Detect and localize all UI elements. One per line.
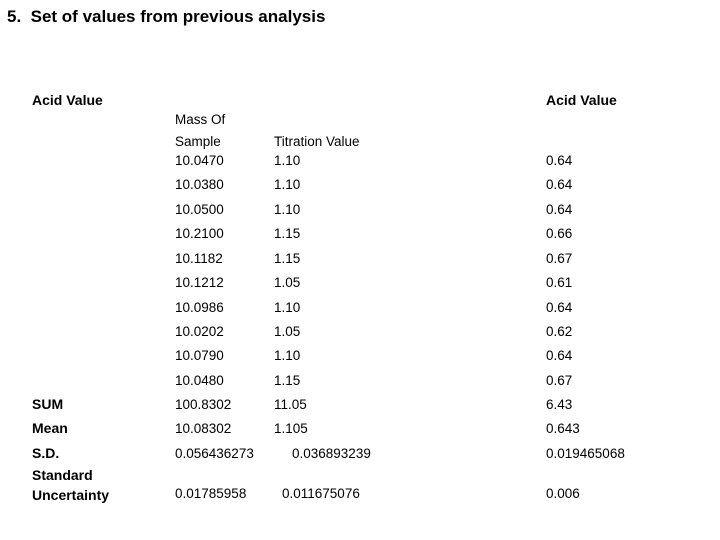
sd-label: S.D. [32,445,60,461]
mean-label: Mean [32,420,68,436]
titration-value-header: Titration Value [274,134,360,149]
mean-acid-value: 0.643 [546,421,580,436]
titration-value: 1.15 [274,251,301,266]
titration-value: 1.10 [274,300,301,315]
mass-value: 10.0202 [175,324,224,339]
titration-value: 1.10 [274,153,301,168]
sd-titration-value: 0.036893239 [292,446,371,461]
acid-value: 0.62 [546,324,573,339]
acid-value: 0.64 [546,177,573,192]
acid-value: 0.67 [546,373,573,388]
right-acid-value-header: Acid Value [546,92,617,108]
page-title: 5. Set of values from previous analysis [7,7,326,26]
mass-value: 10.0380 [175,177,224,192]
mass-value: 10.1182 [175,251,223,266]
mean-titration-value: 1.105 [274,421,308,436]
titration-value: 1.15 [274,226,301,241]
titration-value: 1.05 [274,324,301,339]
mass-value: 10.1212 [175,275,224,290]
titration-value: 1.10 [274,202,301,217]
mass-value: 10.0500 [175,202,224,217]
left-acid-value-header: Acid Value [32,92,103,108]
mass-value: 10.0480 [175,373,224,388]
mean-mass-value: 10.08302 [175,421,232,436]
titration-value: 1.10 [274,348,301,363]
acid-value: 0.64 [546,348,573,363]
mass-of-sample-header-line1: Mass Of [175,112,226,127]
sd-mass-value: 0.056436273 [175,446,254,461]
titration-value: 1.10 [274,177,301,192]
titration-value: 1.15 [274,373,301,388]
acid-value: 0.64 [546,300,573,315]
acid-value: 0.64 [546,202,573,217]
standard-uncertainty-acid-value: 0.006 [546,486,580,501]
sum-titration-value: 11.05 [274,397,307,412]
acid-value: 0.67 [546,251,573,266]
acid-value: 0.61 [546,275,573,290]
acid-value: 0.66 [546,226,573,241]
mass-value: 10.0986 [175,300,224,315]
sum-mass-value: 100.8302 [175,397,232,412]
mass-of-sample-header-line2: Sample [175,134,221,149]
titration-value: 1.05 [274,275,301,290]
acid-value: 0.64 [546,153,573,168]
sd-acid-value: 0.019465068 [546,446,625,461]
sum-acid-value: 6.43 [546,397,573,412]
mass-value: 10.0470 [175,153,224,168]
mass-value: 10.2100 [175,226,224,241]
mass-value: 10.0790 [175,348,224,363]
sum-label: SUM [32,396,64,412]
standard-uncertainty-mass-value: 0.01785958 [175,486,247,501]
standard-uncertainty-label: Standard Uncertainty [32,467,110,503]
standard-uncertainty-titration-value: 0.011675076 [282,486,360,501]
